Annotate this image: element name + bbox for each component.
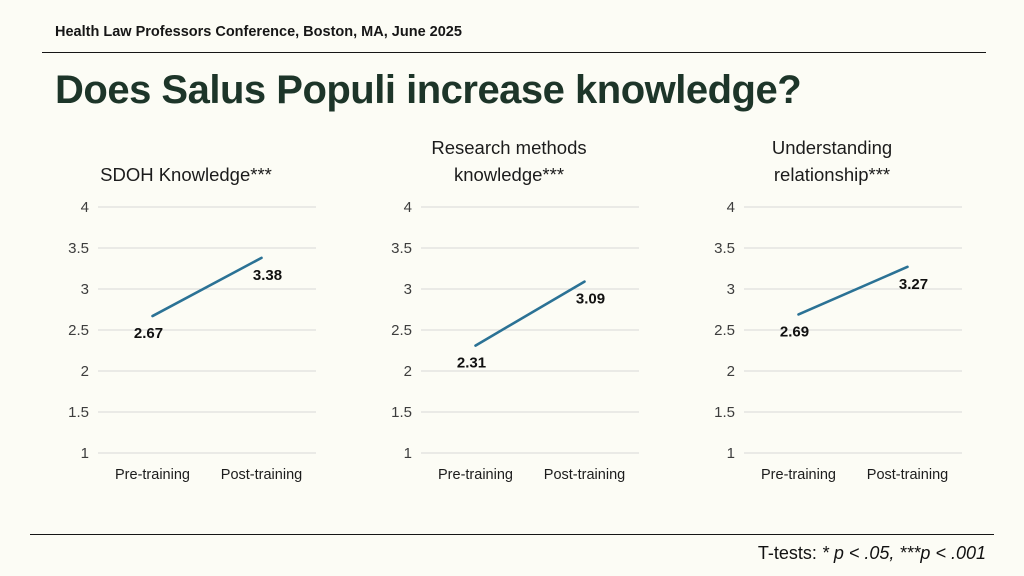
svg-text:2.5: 2.5 [714, 322, 735, 339]
svg-text:Pre-training: Pre-training [761, 467, 836, 483]
t-test-note-prefix: T-tests: [757, 543, 822, 563]
svg-text:3: 3 [81, 281, 89, 298]
svg-text:2: 2 [81, 363, 89, 380]
svg-text:Pre-training: Pre-training [115, 467, 190, 483]
chart-research-methods-knowledge: Research methods knowledge*** 1 1.5 2 2.5 3 3.… [373, 127, 645, 485]
svg-text:1: 1 [404, 445, 412, 462]
chart-canvas: 1 1.5 2 2.5 3 3.5 4 Pre-training Post-training 2.… [68, 199, 316, 483]
svg-text:1.5: 1.5 [391, 404, 412, 421]
chart-sdoh-knowledge: SDOH Knowledge*** 1 1.5 2 2.5 3 3.5 4 Pre-train… [50, 127, 322, 485]
svg-text:3.27: 3.27 [899, 276, 928, 293]
svg-text:2.5: 2.5 [68, 322, 89, 339]
chart-title: Research methods knowledge*** [431, 136, 587, 186]
charts-row: SDOH Knowledge*** 1 1.5 2 2.5 3 3.5 4 Pre-train… [0, 127, 1024, 485]
chart-understanding-relationship: Understanding relationship*** 1 1.5 2 2.5 3 3.… [696, 127, 968, 485]
svg-text:2.31: 2.31 [457, 355, 486, 372]
slide-footer: T-tests: * p < .05, ***p < .001 [0, 534, 1024, 564]
svg-text:Post-training: Post-training [221, 467, 302, 483]
svg-text:4: 4 [81, 199, 89, 216]
chart-title: Understanding relationship*** [771, 136, 893, 186]
conference-header: Health Law Professors Conference, Boston… [55, 24, 462, 40]
chart-title: SDOH Knowledge*** [100, 164, 272, 186]
svg-text:3: 3 [727, 281, 735, 298]
svg-text:1.5: 1.5 [68, 404, 89, 421]
svg-text:1: 1 [81, 445, 89, 462]
svg-text:2: 2 [727, 363, 735, 380]
svg-text:3.5: 3.5 [68, 240, 89, 257]
svg-text:2.67: 2.67 [134, 325, 163, 342]
t-test-note-values: * p < .05, ***p < .001 [821, 543, 986, 563]
svg-text:Post-training: Post-training [867, 467, 948, 483]
svg-text:3.38: 3.38 [253, 267, 282, 284]
svg-text:2.5: 2.5 [391, 322, 412, 339]
svg-text:2: 2 [404, 363, 412, 380]
svg-text:4: 4 [727, 199, 735, 216]
svg-text:3.09: 3.09 [576, 291, 605, 308]
chart-canvas: 1 1.5 2 2.5 3 3.5 4 Pre-training Post-training 2.… [714, 199, 962, 483]
chart-canvas: 1 1.5 2 2.5 3 3.5 4 Pre-training Post-training 2.… [391, 199, 639, 483]
svg-text:2.69: 2.69 [780, 323, 809, 340]
footer-divider [30, 534, 994, 535]
svg-text:3.5: 3.5 [391, 240, 412, 257]
svg-text:1.5: 1.5 [714, 404, 735, 421]
header-divider [42, 52, 986, 53]
svg-text:4: 4 [404, 199, 412, 216]
svg-text:1: 1 [727, 445, 735, 462]
slide-title: Does Salus Populi increase knowledge? [55, 68, 802, 112]
svg-text:3.5: 3.5 [714, 240, 735, 257]
svg-text:Pre-training: Pre-training [438, 467, 513, 483]
svg-text:3: 3 [404, 281, 412, 298]
svg-text:Post-training: Post-training [544, 467, 625, 483]
t-test-note: T-tests: * p < .05, ***p < .001 [0, 543, 986, 564]
